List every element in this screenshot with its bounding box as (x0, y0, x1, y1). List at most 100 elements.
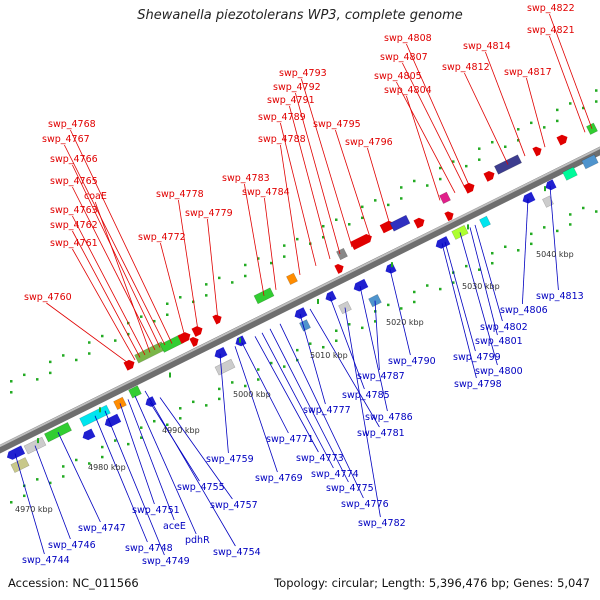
forward-gene-5 (212, 314, 222, 325)
reverse-gene-19 (435, 236, 451, 249)
forward-gene-label-4: coaE (84, 191, 107, 202)
reverse-gene-label-23: swp_4787 (357, 371, 405, 382)
tick-label-0: 4970 kbp (15, 505, 53, 514)
forward-gene-label-20: swp_4796 (345, 137, 393, 148)
reverse-gene-11 (214, 358, 236, 376)
forward-gene-label-11: swp_4779 (185, 208, 233, 219)
reverse-gene-9 (214, 346, 228, 359)
reverse-gene-label-9: swp_4755 (177, 482, 225, 493)
reverse-gene-23 (545, 179, 557, 191)
reverse-gene-17 (385, 262, 397, 274)
reverse-gene-label-1: swp_4746 (48, 540, 96, 551)
reverse-gene-label-4: swp_4749 (142, 556, 190, 567)
reverse-gene-13 (325, 290, 337, 302)
map-title: Shewanella piezotolerans WP3, complete g… (137, 8, 463, 23)
tick-label-5: 5020 kbp (386, 318, 424, 327)
forward-gene-label-3: swp_4763 (50, 205, 98, 216)
reverse-gene-15 (299, 319, 311, 332)
forward-gene-label-7: swp_4767 (42, 134, 90, 145)
forward-gene-label-10: swp_4778 (156, 189, 204, 200)
forward-gene-label-8: swp_4768 (48, 119, 96, 130)
tick-label-3: 5000 kbp (233, 390, 271, 399)
reverse-gene-label-14: swp_4773 (296, 453, 344, 464)
forward-gene-label-9: swp_4772 (138, 232, 186, 243)
reverse-gene-label-18: swp_4777 (303, 405, 351, 416)
forward-gene-label-16: swp_4791 (267, 95, 315, 106)
reverse-gene-label-19: swp_4781 (357, 428, 405, 439)
forward-gene-label-25: swp_4812 (442, 62, 490, 73)
reverse-gene-label-29: swp_4802 (480, 322, 528, 333)
forward-gene-22 (444, 211, 454, 222)
reverse-gene-label-17: swp_4776 (341, 499, 389, 510)
forward-gene-label-24: swp_4808 (384, 33, 432, 44)
reverse-gene-12 (294, 307, 308, 319)
forward-gene-13 (463, 182, 475, 194)
reverse-gene-10 (235, 335, 247, 347)
reverse-gene-label-26: swp_4799 (453, 352, 501, 363)
reverse-gene-label-31: swp_4813 (536, 291, 584, 302)
gene-labels: swp_4760 swp_4761 swp_4762 swp_4763 coaE swp_… (22, 3, 584, 567)
tick-label-2: 4990 kbp (162, 426, 200, 435)
forward-gene-16 (532, 146, 542, 157)
forward-gene-label-14: swp_4788 (258, 134, 306, 145)
reverse-gene-label-20: swp_4782 (358, 518, 406, 529)
reverse-gene-label-30: swp_4806 (500, 305, 548, 316)
forward-gene-label-5: swp_4765 (50, 176, 98, 187)
tick-label-1: 4980 kbp (88, 463, 126, 472)
reverse-gene-7 (82, 428, 96, 441)
reverse-gene-label-27: swp_4800 (475, 366, 523, 377)
reverse-gene-6 (10, 457, 30, 473)
reverse-gene-24 (562, 166, 578, 181)
forward-gene-label-19: swp_4795 (313, 119, 361, 130)
reverse-gene-label-11: swp_4759 (206, 454, 254, 465)
reverse-gene-label-22: swp_4786 (365, 412, 413, 423)
reverse-gene-25 (581, 154, 599, 170)
forward-gene-label-17: swp_4792 (273, 82, 321, 93)
forward-gene-label-2: swp_4762 (50, 220, 98, 231)
forward-gene-label-6: swp_4766 (50, 154, 98, 165)
forward-gene-12 (439, 191, 451, 204)
reverse-gene-0 (6, 445, 26, 460)
coordinate-ticks: 4970 kbp 4980 kbp 4990 kbp 5000 kbp 5010 kbp… (15, 186, 574, 514)
reverse-gene-label-0: swp_4744 (22, 555, 70, 566)
reverse-gene-21 (479, 215, 491, 229)
forward-gene-label-21: swp_4804 (384, 85, 432, 96)
forward-gene-17 (556, 134, 568, 146)
forward-gene-9 (350, 233, 372, 251)
forward-gene-8 (336, 247, 348, 261)
reverse-gene-label-12: swp_4769 (255, 473, 303, 484)
reverse-gene-label-10: swp_4757 (210, 500, 258, 511)
forward-gene-label-28: swp_4821 (527, 25, 575, 36)
forward-gene-3 (177, 332, 191, 344)
reverse-gene-label-15: swp_4774 (311, 469, 359, 480)
reverse-gene-8 (104, 413, 122, 428)
reverse-gene-label-25: swp_4798 (454, 379, 502, 390)
reverse-gene-label-2: swp_4747 (78, 523, 126, 534)
accession-text: Accession: NC_011566 (8, 576, 139, 590)
reverse-gene-label-6: aceE (163, 521, 186, 532)
reverse-gene-16 (353, 278, 369, 292)
forward-gene-label-1: swp_4761 (50, 238, 98, 249)
forward-gene-label-13: swp_4784 (242, 187, 290, 198)
reverse-gene-label-13: swp_4771 (266, 434, 314, 445)
forward-gene-7 (286, 272, 298, 286)
reverse-gene-label-5: swp_4751 (132, 505, 180, 516)
forward-gene-label-15: swp_4789 (258, 112, 306, 123)
forward-gene-4 (191, 326, 203, 337)
forward-gene-14 (483, 170, 495, 182)
forward-gene-label-12: swp_4783 (222, 173, 270, 184)
reverse-gene-label-7: pdhR (185, 535, 210, 546)
reverse-gene-label-24: swp_4790 (388, 356, 436, 367)
reverse-gene-label-16: swp_4775 (326, 483, 374, 494)
backbone (0, 146, 600, 454)
reverse-gene-label-21: swp_4785 (342, 390, 390, 401)
tick-label-4: 5010 kbp (310, 351, 348, 360)
forward-gene-label-26: swp_4814 (463, 41, 511, 52)
reverse-gene-5 (128, 385, 142, 399)
forward-gene-20 (189, 337, 199, 347)
forward-gene-label-23: swp_4807 (380, 52, 428, 63)
forward-gene-21 (413, 217, 425, 229)
forward-gene-label-22: swp_4805 (374, 71, 422, 82)
